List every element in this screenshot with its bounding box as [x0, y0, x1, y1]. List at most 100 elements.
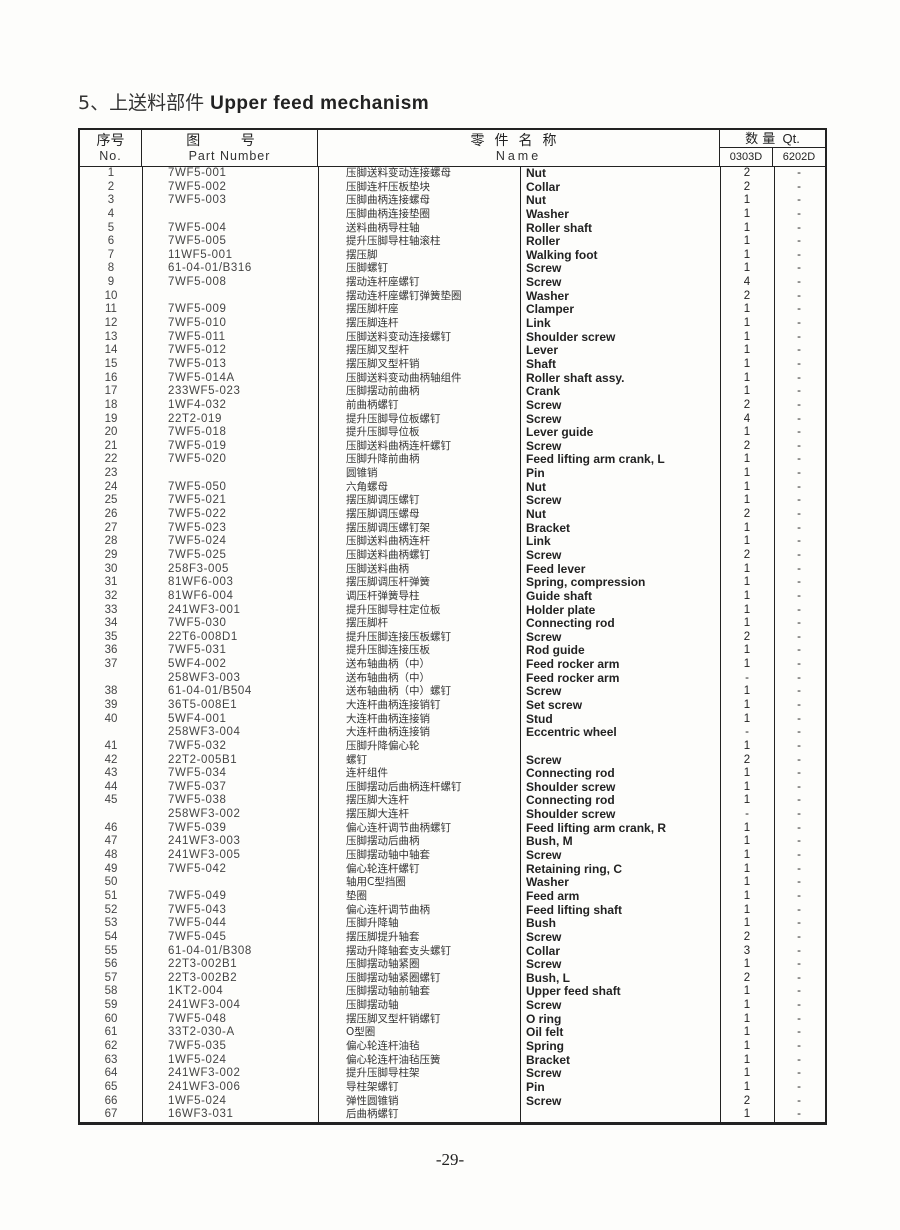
name-chinese: 提升压脚导柱轴滚柱 — [346, 235, 441, 248]
part-number: 7WF5-031 — [168, 644, 227, 657]
qty-0303d: 1 — [743, 535, 751, 548]
qty-0303d: - — [745, 726, 749, 739]
qty-6202d: - — [797, 535, 801, 548]
qty-0303d: 1 — [743, 344, 751, 357]
table-row: 44 7WF5-037 压脚摆动后曲柄连杆螺钉 Shoulder screw 1 - — [80, 780, 825, 795]
qty-6202d: - — [797, 385, 801, 398]
header-name-cn: 零件名称 — [470, 133, 567, 149]
name-english: Set screw — [526, 697, 583, 712]
name-english: Screw — [526, 261, 562, 276]
qty-6202d: - — [797, 917, 801, 930]
table-row: 35 22T6-008D1 提升压脚连接压板螺钉 Screw 2 - — [80, 630, 825, 645]
row-number: 49 — [104, 862, 118, 875]
name-english: Screw — [526, 929, 562, 944]
qty-0303d: 1 — [743, 371, 751, 384]
name-english: Pin — [526, 1079, 545, 1094]
qty-0303d: 1 — [743, 221, 751, 234]
table-row: 27 7WF5-023 摆压脚调压螺钉架 Bracket 1 - — [80, 521, 825, 536]
name-chinese: 压脚摆动轴紧圈 — [346, 958, 420, 971]
table-row: 18 1WF4-032 前曲柄螺钉 Screw 2 - — [80, 398, 825, 413]
name-chinese: 大连杆曲柄连接销钉 — [346, 698, 441, 711]
qty-6202d: - — [797, 467, 801, 480]
name-english: Retaining ring, C — [526, 861, 622, 876]
row-number: 6 — [107, 235, 115, 248]
qty-6202d: - — [797, 685, 801, 698]
qty-6202d: - — [797, 521, 801, 534]
row-number: 35 — [104, 630, 118, 643]
row-number: 34 — [104, 617, 118, 630]
qty-6202d: - — [797, 985, 801, 998]
row-number: 48 — [104, 849, 118, 862]
qty-0303d: 1 — [743, 467, 751, 480]
table-row: 40 5WF4-001 大连杆曲柄连接销 Stud 1 - — [80, 712, 825, 727]
name-chinese: 摆压脚叉型杆销螺钉 — [346, 1012, 441, 1025]
name-english: Spring — [526, 1039, 564, 1053]
row-number: 4 — [107, 207, 115, 220]
part-number: 22T6-008D1 — [168, 630, 238, 643]
qty-6202d: - — [797, 944, 801, 957]
table-row: 2 7WF5-002 压脚连杆压板垫块 Collar 2 - — [80, 180, 825, 195]
part-number: 61-04-01/B316 — [168, 262, 252, 275]
row-number: 46 — [104, 821, 118, 834]
qty-6202d: - — [797, 589, 801, 602]
qty-6202d: - — [797, 221, 801, 234]
table-row: 39 36T5-008E1 大连杆曲柄连接销钉 Set screw 1 - — [80, 697, 825, 713]
name-chinese: 摆压脚大连杆 — [346, 808, 409, 821]
qty-6202d: - — [797, 780, 801, 793]
qty-0303d: 1 — [743, 330, 751, 343]
qty-6202d: - — [797, 439, 801, 452]
name-chinese: 压脚送料曲柄螺钉 — [346, 548, 430, 561]
qty-0303d: 1 — [743, 985, 751, 998]
name-chinese: 摆压脚大连杆 — [346, 794, 409, 807]
qty-6202d: - — [797, 167, 801, 179]
qty-6202d: - — [797, 1026, 801, 1039]
part-number: 7WF5-032 — [168, 739, 227, 752]
table-row: 33 241WF3-001 提升压脚导柱定位板 Holder plate 1 - — [80, 603, 825, 618]
row-number: 67 — [104, 1108, 118, 1121]
name-chinese: 偏心连杆调节曲柄螺钉 — [346, 821, 451, 834]
name-chinese: 压脚升降轴 — [346, 917, 399, 930]
table-row: 46 7WF5-039 偏心连杆调节曲柄螺钉 Feed lifting arm cra… — [80, 821, 825, 836]
name-english: Connecting rod — [526, 616, 615, 631]
name-english: Oil felt — [526, 1025, 564, 1040]
qty-6202d: - — [797, 303, 801, 316]
name-english: Lever guide — [526, 425, 594, 440]
part-number: 7WF5-045 — [168, 930, 227, 943]
qty-6202d: - — [797, 862, 801, 875]
qty-0303d: 1 — [743, 658, 751, 671]
name-chinese: 压脚送料曲柄连杆 — [346, 535, 430, 548]
name-english: Nut — [526, 507, 546, 522]
part-number: 241WF3-003 — [168, 835, 241, 848]
row-number: 23 — [104, 467, 118, 480]
table-row: 8 61-04-01/B316 压脚螺钉 Screw 1 - — [80, 262, 825, 276]
qty-6202d: - — [797, 207, 801, 220]
name-english: Washer — [526, 875, 569, 890]
name-english: Screw — [526, 848, 562, 863]
table-row: 58 1KT2-004 压脚摆动轴前轴套 Upper feed shaft 1 - — [80, 985, 825, 999]
table-row: 17 233WF5-023 压脚摆动前曲柄 Crank 1 - — [80, 385, 825, 399]
qty-6202d: - — [797, 903, 801, 916]
row-number: 1 — [107, 167, 115, 179]
row-number: 39 — [104, 698, 118, 711]
qty-6202d: - — [797, 603, 801, 616]
part-number: 7WF5-030 — [168, 617, 227, 630]
row-number: 5 — [107, 221, 115, 234]
row-number: 13 — [104, 330, 118, 343]
name-english: Crank — [526, 384, 561, 399]
qty-6202d: - — [797, 1108, 801, 1121]
part-number: 7WF5-048 — [168, 1012, 227, 1025]
name-chinese: 偏心连杆调节曲柄 — [346, 903, 430, 916]
qty-0303d: 1 — [743, 385, 751, 398]
qty-6202d: - — [797, 1067, 801, 1080]
table-row: 22 7WF5-020 压脚升降前曲柄 Feed lifting arm crank,… — [80, 453, 825, 467]
name-english: Feed arm — [526, 888, 580, 903]
name-chinese: 压脚曲柄连接垫圈 — [346, 207, 430, 220]
row-number: 17 — [104, 385, 118, 398]
qty-6202d: - — [797, 289, 801, 302]
qty-0303d: 1 — [743, 780, 751, 793]
part-number: 241WF3-002 — [168, 1067, 241, 1080]
table-row: 11 7WF5-009 摆压脚杆座 Clamper 1 - — [80, 303, 825, 317]
qty-0303d: - — [745, 808, 749, 821]
name-english: Screw — [526, 957, 562, 972]
part-number: 7WF5-023 — [168, 521, 227, 534]
